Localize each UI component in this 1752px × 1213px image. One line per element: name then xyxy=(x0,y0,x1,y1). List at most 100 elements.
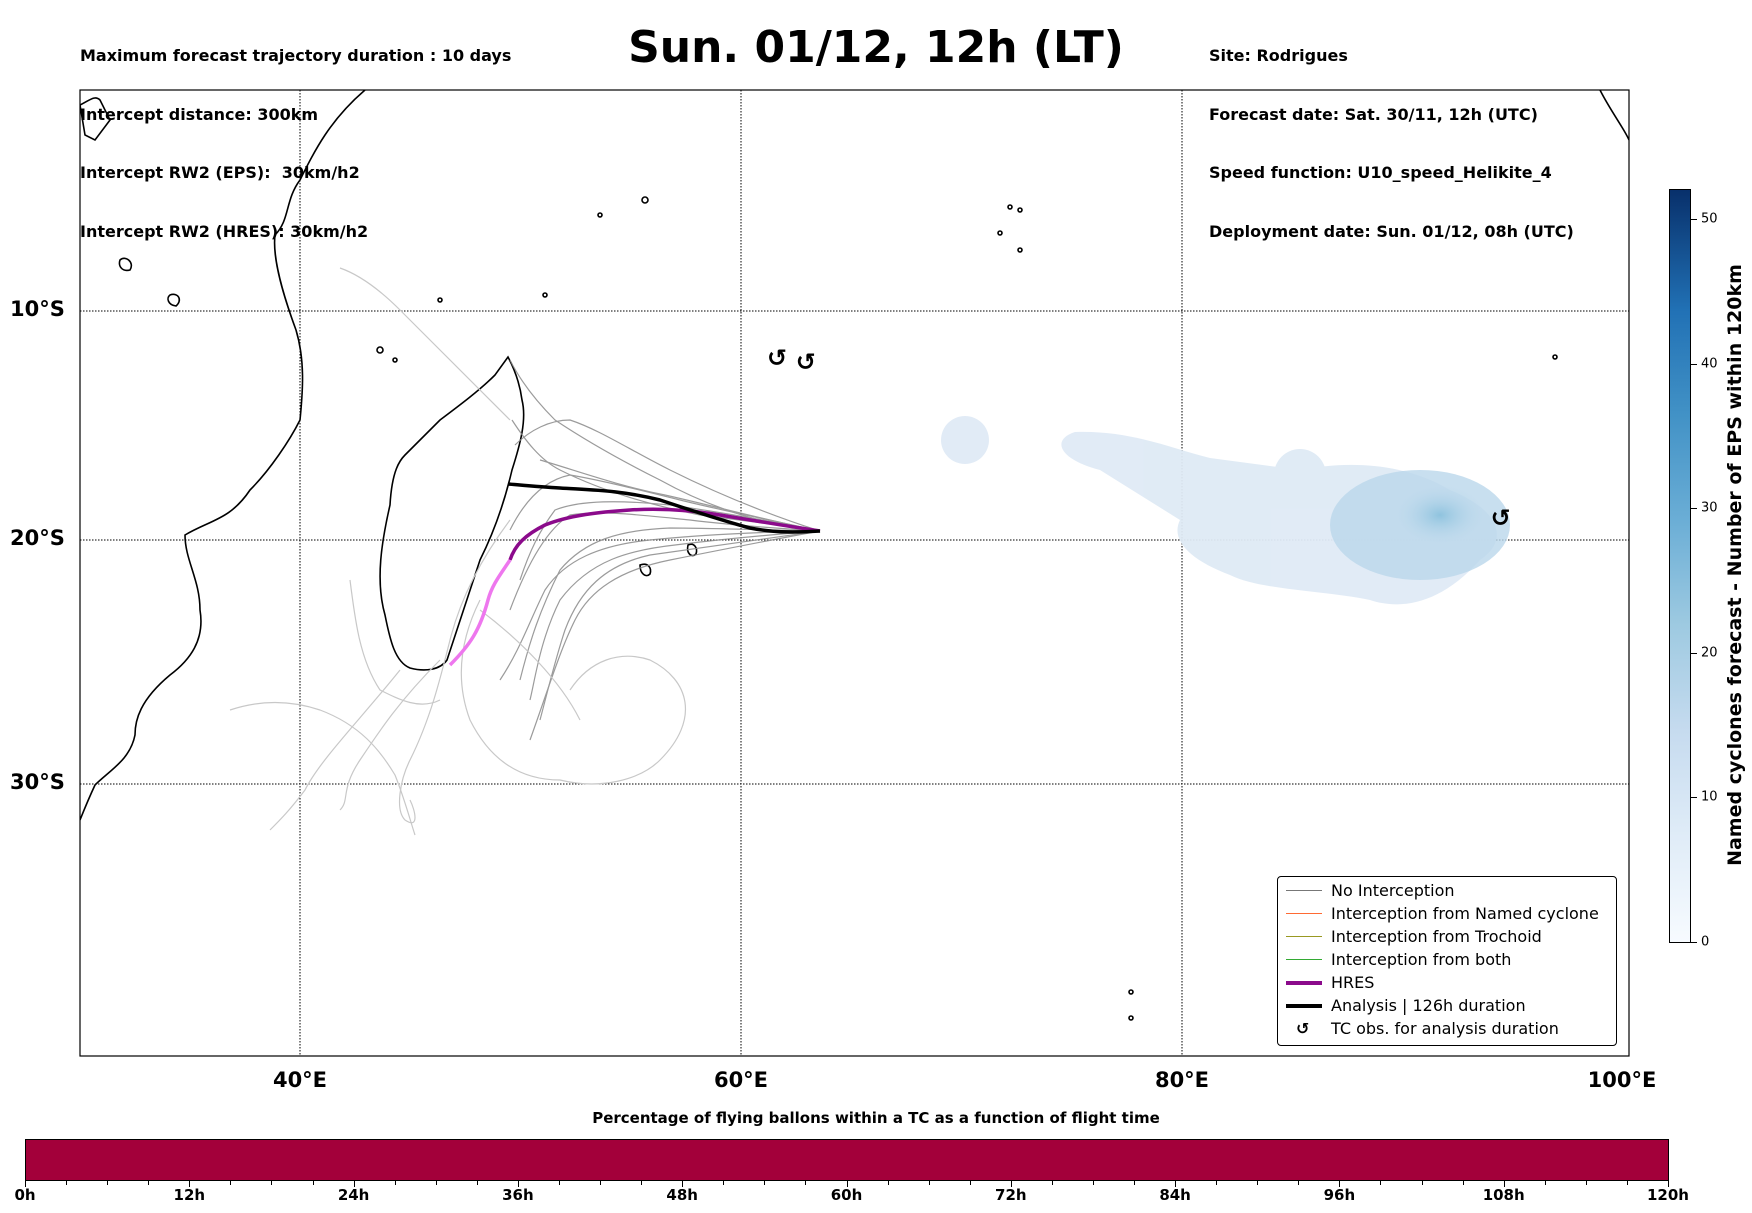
legend-item-analysis: Analysis | 126h duration xyxy=(1278,995,1616,1017)
colorbar-tick-label: 10 xyxy=(1701,789,1718,805)
timebar-minor-tick xyxy=(641,1181,643,1185)
timebar-tick-label: 84h xyxy=(1159,1186,1191,1204)
timebar-minor-tick xyxy=(1134,1181,1136,1185)
page-title: Sun. 01/12, 12h (LT) xyxy=(628,22,1124,73)
timebar-minor-tick xyxy=(476,1181,478,1185)
colorbar-tick xyxy=(1691,218,1697,220)
colorbar-label: Named cyclones forecast - Number of EPS … xyxy=(1724,264,1746,866)
tc-obs-icon: ↺ xyxy=(1490,504,1511,533)
timebar-tick xyxy=(1339,1181,1341,1187)
timebar-tick xyxy=(682,1181,684,1187)
lat-label: 30°S xyxy=(10,770,65,794)
lon-label: 60°E xyxy=(713,1068,769,1092)
timebar-minor-tick xyxy=(558,1181,560,1185)
colorbar-tick xyxy=(1691,942,1697,943)
timebar-minor-tick xyxy=(230,1181,232,1185)
colorbar-tick-label: 0 xyxy=(1701,934,1710,950)
timebar-title: Percentage of flying ballons within a TC… xyxy=(592,1109,1160,1127)
legend-line-gray xyxy=(1286,890,1322,891)
legend-label: HRES xyxy=(1331,973,1375,992)
legend-line-purple xyxy=(1286,981,1322,985)
legend-line-orange xyxy=(1286,913,1322,914)
timebar-minor-tick xyxy=(1092,1181,1094,1185)
lon-label: 100°E xyxy=(1587,1068,1657,1092)
timebar-minor-tick xyxy=(312,1181,314,1185)
timebar-minor-tick xyxy=(271,1181,273,1185)
timebar-tick-label: 72h xyxy=(995,1186,1027,1204)
timebar-minor-tick xyxy=(435,1181,437,1185)
colorbar-tick-label: 20 xyxy=(1701,645,1718,661)
legend-item-named-cyclone: Interception from Named cyclone xyxy=(1278,903,1616,925)
timebar-tick xyxy=(1668,1181,1669,1187)
timebar-minor-tick xyxy=(1585,1181,1587,1185)
legend-line-olive xyxy=(1286,936,1322,937)
legend-item-both: Interception from both xyxy=(1278,949,1616,971)
colorbar xyxy=(1669,189,1691,943)
legend-label: Interception from Trochoid xyxy=(1331,927,1542,946)
timebar-tick-label: 120h xyxy=(1647,1186,1689,1204)
tc-obs-icon: ↺ xyxy=(1296,1019,1310,1038)
timebar-tick-label: 36h xyxy=(502,1186,534,1204)
map-legend: No Interception Interception from Named … xyxy=(1277,876,1617,1046)
timebar-minor-tick xyxy=(1421,1181,1423,1185)
header-right-line: Site: Rodrigues xyxy=(1209,46,1348,65)
hres-track-tail xyxy=(448,559,512,667)
timebar-tick xyxy=(1175,1181,1177,1187)
lon-label: 80°E xyxy=(1154,1068,1210,1092)
header-left-line: Intercept RW2 (HRES): 30km/h2 xyxy=(80,221,369,241)
tc-obs-icon: ↺ xyxy=(795,348,816,377)
legend-item-no-interception: No Interception xyxy=(1278,880,1616,902)
timebar-minor-tick xyxy=(928,1181,930,1185)
timebar-tick xyxy=(189,1181,191,1187)
timebar-tick-label: 12h xyxy=(173,1186,206,1204)
timebar xyxy=(25,1139,1669,1181)
header-right-line: Deployment date: Sun. 01/12, 08h (UTC) xyxy=(1209,221,1574,241)
legend-item-trochoid: Interception from Trochoid xyxy=(1278,926,1616,948)
timebar-tick xyxy=(846,1181,848,1187)
timebar-minor-tick xyxy=(969,1181,971,1185)
cyclone-density-core xyxy=(1330,470,1510,580)
timebar-minor-tick xyxy=(1257,1181,1259,1185)
legend-label: Interception from both xyxy=(1331,950,1512,969)
timebar-minor-tick xyxy=(66,1181,68,1185)
colorbar-tick xyxy=(1691,508,1697,510)
header-right: Site: Rodrigues Forecast date: Sat. 30/1… xyxy=(1209,7,1574,261)
lon-label: 40°E xyxy=(272,1068,328,1092)
timebar-tick xyxy=(517,1181,519,1187)
colorbar-tick xyxy=(1691,797,1697,799)
timebar-minor-tick xyxy=(148,1181,150,1185)
timebar-minor-tick xyxy=(1626,1181,1628,1185)
header-right-line: Speed function: U10_speed_Helikite_4 xyxy=(1209,163,1552,182)
header-right-line: Forecast date: Sat. 30/11, 12h (UTC) xyxy=(1209,104,1538,124)
timebar-minor-tick xyxy=(764,1181,766,1185)
timebar-minor-tick xyxy=(394,1181,396,1185)
timebar-minor-tick xyxy=(1544,1181,1546,1185)
colorbar-tick-label: 40 xyxy=(1701,356,1718,372)
lat-label: 20°S xyxy=(10,526,65,550)
legend-item-hres: HRES xyxy=(1278,972,1616,994)
colorbar-tick-label: 30 xyxy=(1701,500,1718,516)
timebar-tick-label: 96h xyxy=(1323,1186,1356,1204)
timebar-tick xyxy=(25,1181,26,1187)
timebar-tick-label: 108h xyxy=(1482,1186,1525,1204)
timebar-tick-label: 48h xyxy=(666,1186,698,1204)
timebar-minor-tick xyxy=(1216,1181,1218,1185)
colorbar-tick xyxy=(1691,363,1697,365)
timebar-minor-tick xyxy=(600,1181,602,1185)
tc-obs-icon: ↺ xyxy=(766,343,788,372)
legend-label: TC obs. for analysis duration xyxy=(1331,1019,1559,1038)
hres-track xyxy=(508,507,821,561)
colorbar-tick-label: 50 xyxy=(1701,211,1718,227)
ensemble-trajectories xyxy=(499,359,821,741)
timebar-minor-tick xyxy=(1051,1181,1053,1185)
timebar-tick xyxy=(1503,1181,1505,1187)
lat-label: 10°S xyxy=(10,297,65,321)
colorbar-tick xyxy=(1691,652,1697,654)
legend-label: Interception from Named cyclone xyxy=(1331,904,1599,923)
timebar-minor-tick xyxy=(723,1181,725,1185)
timebar-minor-tick xyxy=(1380,1181,1382,1185)
timebar-minor-tick xyxy=(805,1181,807,1185)
legend-label: No Interception xyxy=(1331,881,1455,900)
timebar-minor-tick xyxy=(107,1181,109,1185)
